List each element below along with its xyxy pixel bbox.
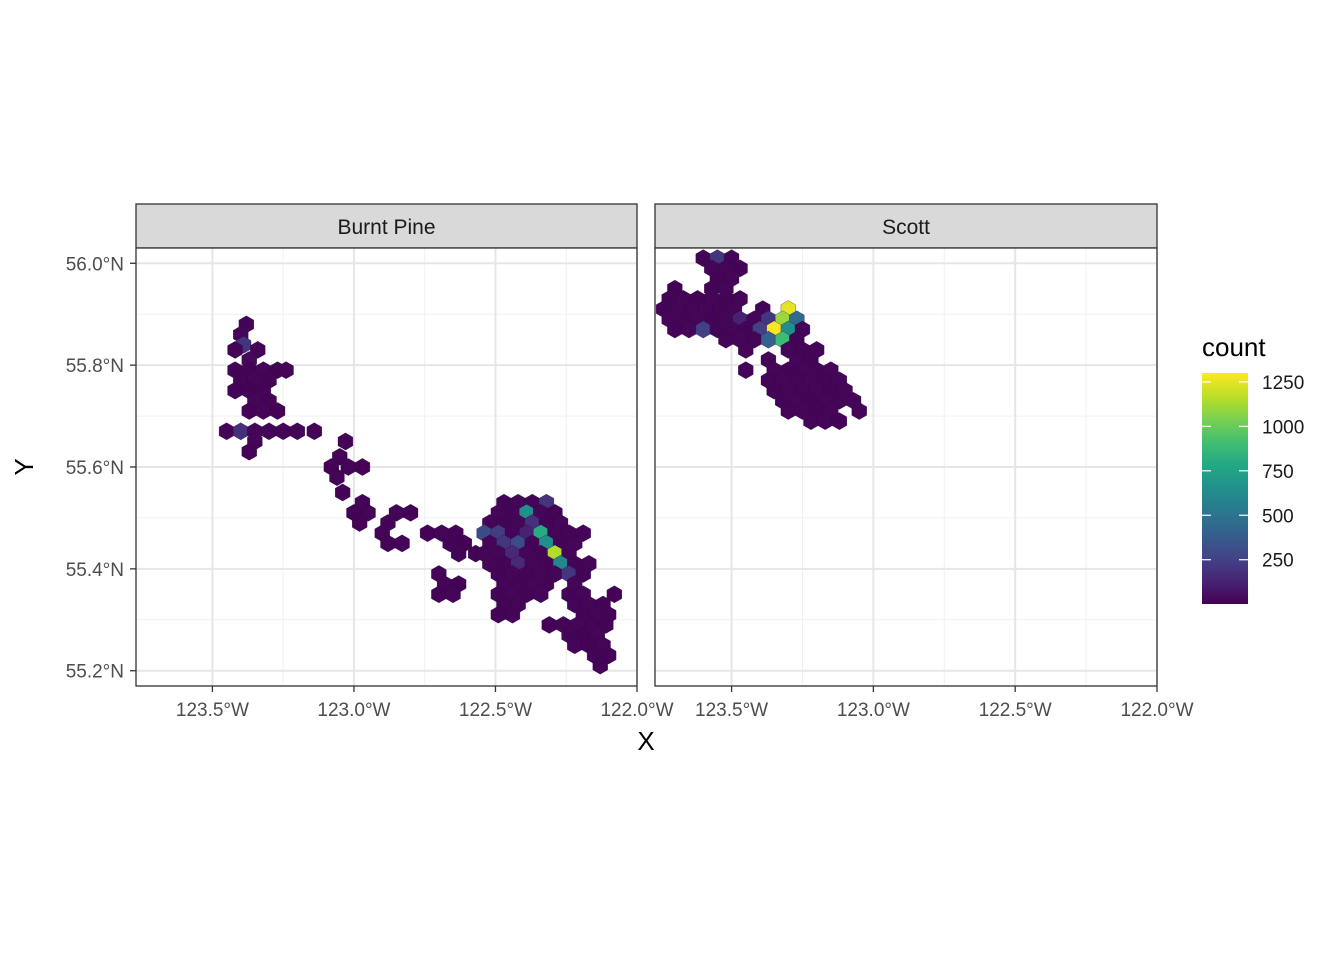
hex-bin — [445, 585, 461, 604]
y-tick-label: 55.6°N — [66, 458, 124, 479]
x-tick-label: 123.0°W — [317, 700, 390, 721]
hex-bin — [451, 544, 467, 563]
legend-tick-label: 1250 — [1262, 373, 1304, 394]
facet-strip-label: Scott — [882, 216, 930, 239]
facet-strip — [135, 203, 638, 249]
y-axis-title: Y — [9, 458, 39, 475]
hex-bin — [269, 402, 286, 420]
legend-tick-label: 500 — [1262, 506, 1294, 527]
x-tick-label: 123.0°W — [837, 700, 910, 721]
hex-layer — [218, 315, 622, 675]
facet-panel-scott: Scott — [654, 203, 1158, 687]
hex-layer — [655, 249, 867, 430]
x-tick-label: 122.0°W — [1120, 700, 1193, 721]
hex-bin — [592, 656, 608, 675]
hex-bin — [337, 432, 354, 451]
x-tick-label: 123.5°W — [176, 700, 249, 721]
hex-bin — [329, 468, 345, 486]
legend-tick-label: 750 — [1262, 462, 1294, 483]
x-tick-label: 122.0°W — [600, 700, 673, 721]
facet-strip — [654, 203, 1158, 249]
hex-bin — [289, 422, 305, 441]
x-axis-title: X — [637, 726, 654, 756]
legend-tick-label: 250 — [1262, 551, 1294, 572]
y-tick-label: 55.2°N — [66, 662, 124, 683]
hex-bin — [533, 585, 549, 604]
hex-bin — [851, 402, 867, 420]
hex-bin — [352, 514, 368, 532]
hex-bin — [354, 458, 371, 476]
hex-bin — [306, 422, 322, 441]
hex-bin — [504, 605, 521, 624]
hex-bin — [241, 442, 257, 461]
hex-bin — [394, 534, 410, 553]
y-tick-label: 56.0°N — [66, 254, 124, 275]
hex-bin — [738, 341, 754, 359]
x-axis-burnt-pine: 123.5°W 123.0°W 122.5°W 122.0°W — [176, 686, 674, 721]
x-axis-scott: 123.5°W 123.0°W 122.5°W 122.0°W — [695, 686, 1194, 721]
y-tick-label: 55.8°N — [66, 356, 124, 377]
hex-bin — [227, 341, 243, 359]
x-tick-label: 122.5°W — [459, 700, 532, 721]
y-tick-label: 55.4°N — [66, 560, 124, 581]
legend-title: count — [1202, 332, 1266, 362]
hex-bin — [831, 412, 847, 430]
hex-bin — [335, 483, 351, 502]
hex-bin — [402, 504, 419, 522]
color-legend: count 250 500 750 1000 1250 — [1202, 332, 1304, 604]
legend-ticks: 250 500 750 1000 1250 — [1202, 373, 1304, 572]
x-tick-label: 123.5°W — [695, 700, 768, 721]
plot-panel-border — [654, 247, 1158, 687]
hex-bin — [738, 361, 754, 379]
hex-bin — [278, 361, 294, 379]
legend-tick-label: 1000 — [1262, 417, 1304, 438]
hex-bin — [606, 585, 622, 604]
facet-panel-burnt-pine: Burnt Pine — [135, 203, 638, 687]
facet-strip-label: Burnt Pine — [337, 216, 435, 239]
legend-colorbar — [1202, 373, 1248, 604]
y-axis: 55.2°N 55.4°N 55.6°N 55.8°N 56.0°N — [66, 254, 136, 683]
x-tick-label: 122.5°W — [979, 700, 1052, 721]
